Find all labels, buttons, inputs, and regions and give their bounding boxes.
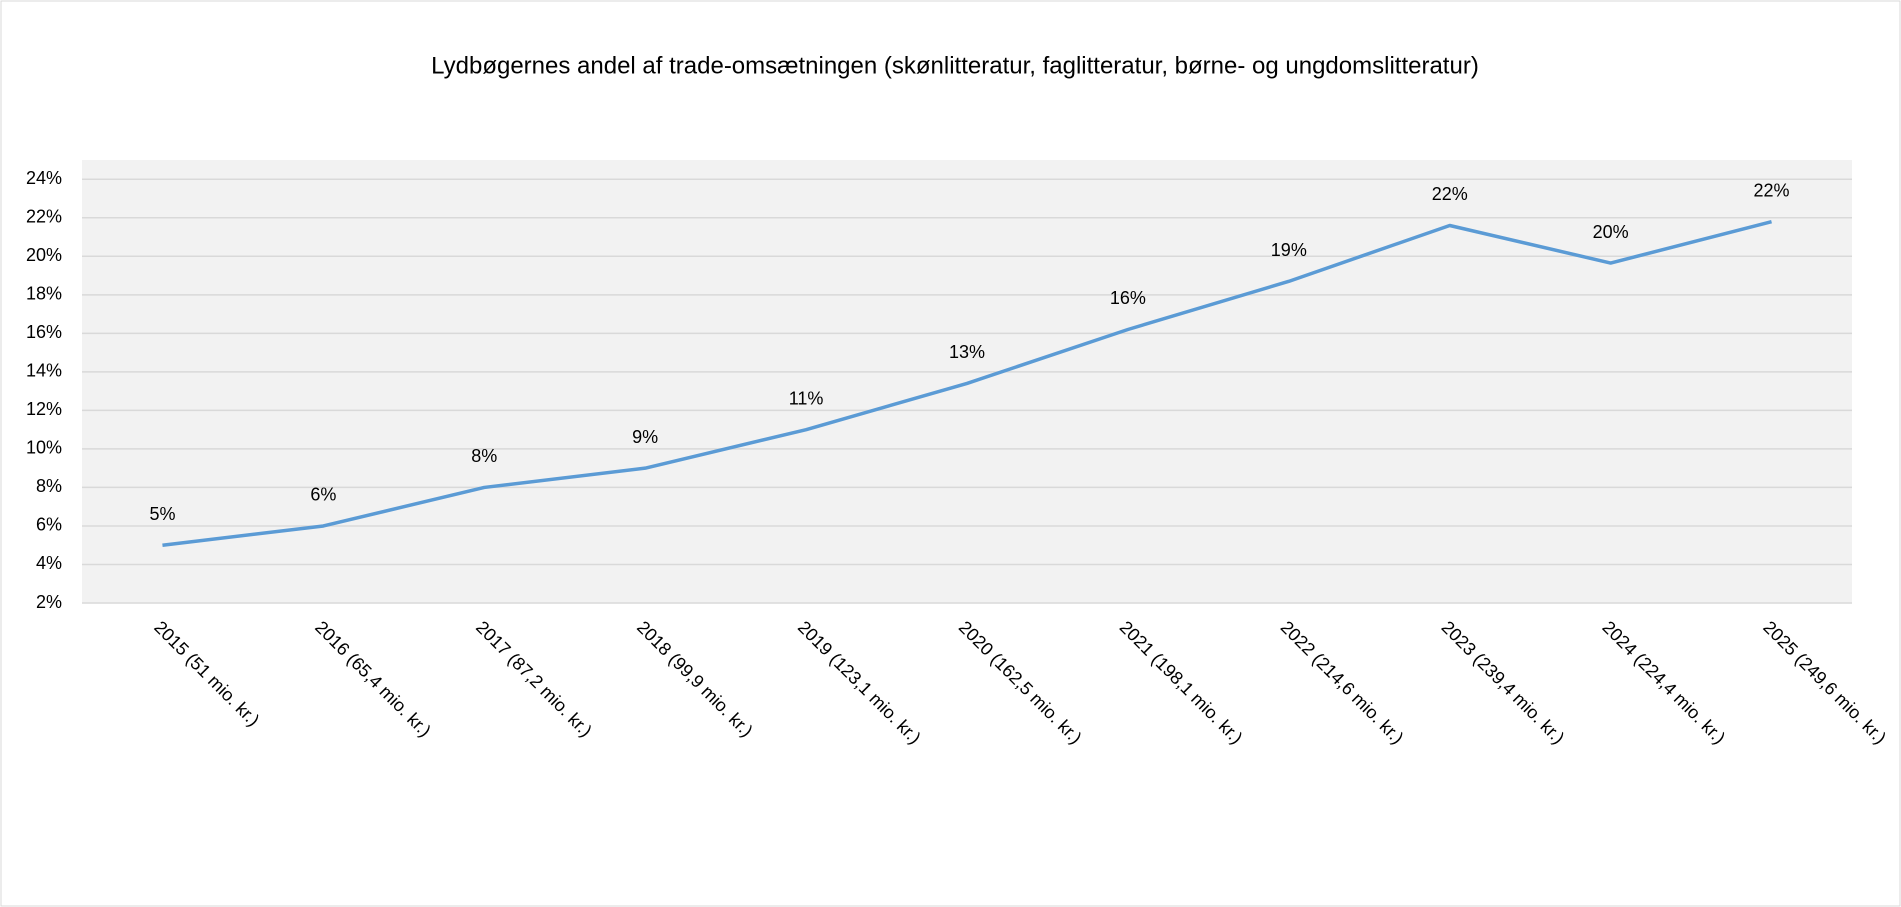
y-tick-label: 4% <box>36 553 62 573</box>
y-tick-label: 16% <box>26 322 62 342</box>
data-label: 5% <box>149 504 175 524</box>
y-tick-label: 10% <box>26 438 62 458</box>
y-tick-label: 18% <box>26 284 62 304</box>
data-label: 11% <box>789 388 824 408</box>
data-label: 20% <box>1593 222 1629 242</box>
line-series <box>162 219 1772 547</box>
y-tick-label: 24% <box>26 168 62 188</box>
y-tick-label: 8% <box>36 476 62 496</box>
data-label: 16% <box>1110 288 1146 308</box>
y-tick-label: 2% <box>36 592 62 612</box>
data-label: 22% <box>1754 180 1790 200</box>
data-label: 13% <box>949 342 985 362</box>
chart-title: Lydbøgernes andel af trade-omsætningen (… <box>431 52 1479 79</box>
data-label: 22% <box>1432 184 1468 204</box>
data-label: 8% <box>471 446 497 466</box>
data-label: 9% <box>632 427 658 447</box>
data-label: 6% <box>310 485 336 505</box>
plot-area <box>82 160 1852 603</box>
y-tick-label: 20% <box>26 245 62 265</box>
y-tick-label: 6% <box>36 515 62 535</box>
y-tick-label: 12% <box>26 399 62 419</box>
y-tick-label: 14% <box>26 361 62 381</box>
data-label: 19% <box>1271 240 1307 260</box>
y-tick-label: 22% <box>26 207 62 227</box>
